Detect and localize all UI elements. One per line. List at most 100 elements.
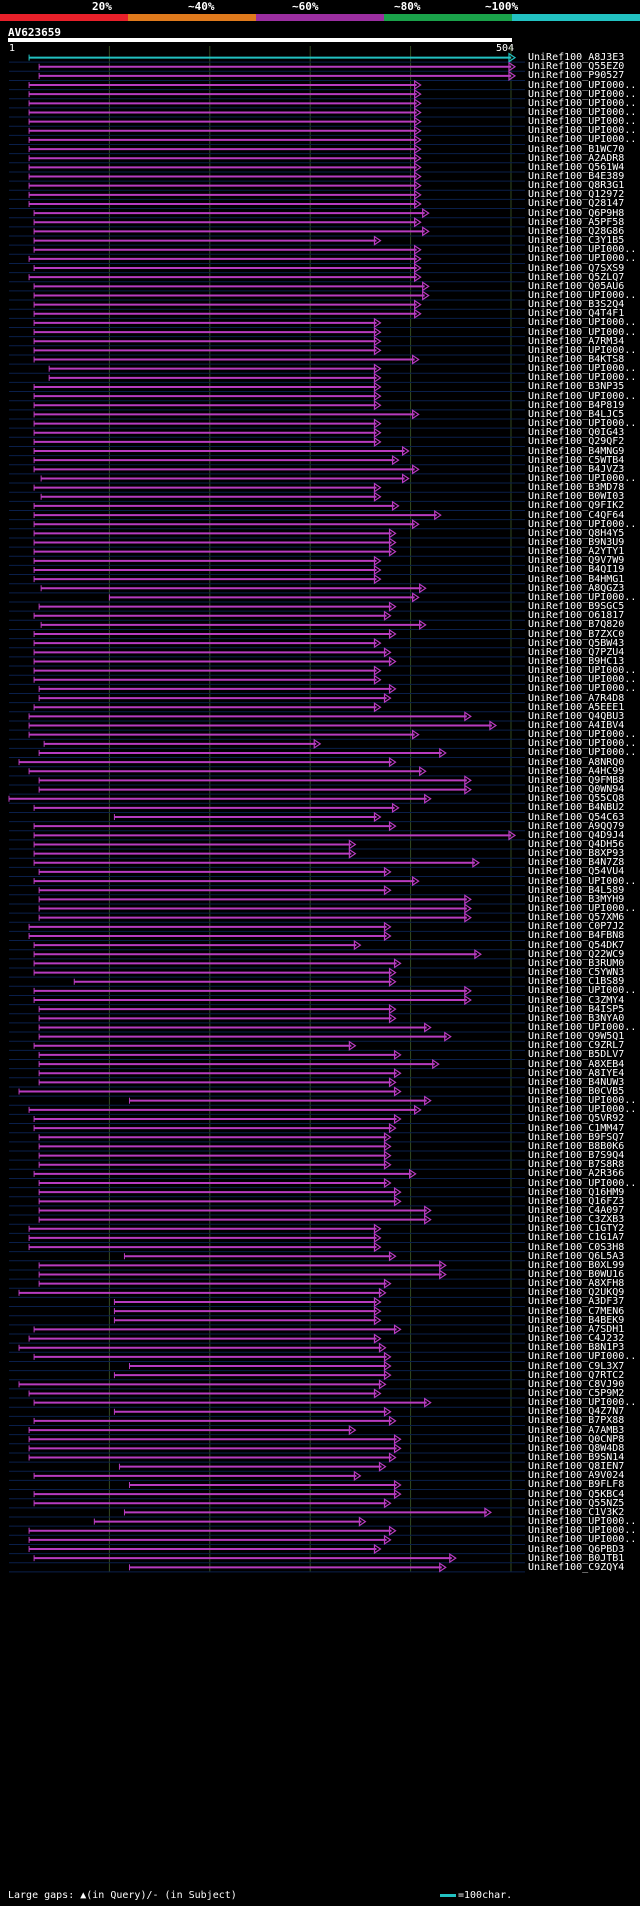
hit-bar[interactable] xyxy=(128,1360,392,1372)
hit-bar[interactable] xyxy=(28,1534,392,1546)
hit-bar[interactable] xyxy=(33,628,397,640)
hit-bar[interactable] xyxy=(38,894,472,905)
hit-bar[interactable] xyxy=(33,381,382,393)
hit-bar[interactable] xyxy=(28,180,422,191)
hit-bar[interactable] xyxy=(33,967,397,978)
hit-bar[interactable] xyxy=(38,1150,392,1161)
hit-bar[interactable] xyxy=(33,1415,397,1427)
hit-bar[interactable] xyxy=(48,372,382,383)
hit-bar[interactable] xyxy=(38,1196,402,1207)
hit-bar[interactable] xyxy=(33,317,382,329)
hit-bar[interactable] xyxy=(28,1434,402,1445)
hit-bar[interactable] xyxy=(38,1159,392,1170)
hit-bar[interactable] xyxy=(38,1077,397,1088)
hit-bar[interactable] xyxy=(38,885,392,896)
hit-bar[interactable] xyxy=(33,1397,432,1408)
hit-bar[interactable] xyxy=(38,784,472,795)
hit-bar[interactable] xyxy=(38,1177,392,1189)
hit-bar[interactable] xyxy=(28,1424,357,1436)
hit-bar[interactable] xyxy=(73,976,397,987)
hit-bar[interactable] xyxy=(33,345,382,356)
hit-bar[interactable] xyxy=(33,839,357,850)
hit-bar[interactable] xyxy=(28,1223,382,1234)
hit-bar[interactable] xyxy=(28,79,422,91)
hit-bar[interactable] xyxy=(28,1232,382,1244)
hit-bar[interactable] xyxy=(38,61,517,72)
hit-bar[interactable] xyxy=(128,1479,402,1491)
hit-bar[interactable] xyxy=(33,445,410,457)
hit-bar[interactable] xyxy=(33,574,382,585)
hit-bar[interactable] xyxy=(33,1324,402,1335)
hit-bar[interactable] xyxy=(28,125,422,136)
hit-bar[interactable] xyxy=(28,930,392,942)
hit-bar[interactable] xyxy=(28,1525,397,1536)
hit-bar[interactable] xyxy=(33,555,382,566)
hit-bar[interactable] xyxy=(128,1095,432,1106)
hit-bar[interactable] xyxy=(28,272,422,283)
hit-bar[interactable] xyxy=(38,1068,402,1079)
hit-bar[interactable] xyxy=(28,143,422,155)
hit-bar[interactable] xyxy=(48,363,382,374)
hit-bar[interactable] xyxy=(33,647,392,658)
hit-bar[interactable] xyxy=(33,455,400,466)
hit-bar[interactable] xyxy=(38,1004,397,1015)
hit-bar[interactable] xyxy=(123,1507,492,1518)
hit-bar[interactable] xyxy=(33,281,430,292)
hit-bar[interactable] xyxy=(28,198,422,210)
hit-bar[interactable] xyxy=(33,1351,392,1363)
hit-bar[interactable] xyxy=(38,1260,447,1271)
hit-bar[interactable] xyxy=(33,949,482,960)
hit-bar[interactable] xyxy=(113,1370,392,1381)
hit-bar[interactable] xyxy=(28,711,472,722)
hit-bar[interactable] xyxy=(40,619,427,630)
hit-bar[interactable] xyxy=(33,418,382,429)
hit-bar[interactable] xyxy=(18,1086,402,1097)
hit-bar[interactable] xyxy=(33,564,382,576)
hit-bar[interactable] xyxy=(93,1516,367,1527)
hit-bar[interactable] xyxy=(108,592,420,603)
hit-bar[interactable] xyxy=(33,528,397,539)
hit-bar[interactable] xyxy=(33,217,422,228)
hit-bar[interactable] xyxy=(33,391,382,402)
hit-bar[interactable] xyxy=(38,70,517,81)
hit-bar[interactable] xyxy=(33,656,397,667)
hit-bar[interactable] xyxy=(28,171,422,182)
hit-bar[interactable] xyxy=(118,1461,387,1472)
hit-bar[interactable] xyxy=(28,52,517,63)
hit-bar[interactable] xyxy=(33,400,382,411)
hit-bar[interactable] xyxy=(33,857,480,868)
hit-bar[interactable] xyxy=(33,848,357,859)
hit-bar[interactable] xyxy=(33,940,362,951)
hit-bar[interactable] xyxy=(113,811,382,823)
hit-bar[interactable] xyxy=(33,546,397,557)
hit-bar[interactable] xyxy=(33,436,382,447)
hit-bar[interactable] xyxy=(33,875,420,887)
hit-bar[interactable] xyxy=(33,830,517,841)
hit-bar[interactable] xyxy=(28,253,422,264)
hit-bar[interactable] xyxy=(33,509,442,521)
hit-bar[interactable] xyxy=(28,1443,402,1454)
hit-bar[interactable] xyxy=(28,1452,397,1463)
hit-bar[interactable] xyxy=(38,1013,397,1024)
hit-bar[interactable] xyxy=(33,226,430,237)
hit-bar[interactable] xyxy=(33,500,400,512)
hit-bar[interactable] xyxy=(40,491,382,502)
hit-bar[interactable] xyxy=(33,674,382,685)
hit-bar[interactable] xyxy=(33,244,422,255)
hit-bar[interactable] xyxy=(33,299,422,310)
hit-bar[interactable] xyxy=(38,1022,432,1033)
hit-bar[interactable] xyxy=(38,1058,440,1070)
hit-bar[interactable] xyxy=(43,738,322,749)
hit-bar[interactable] xyxy=(33,610,392,621)
hit-bar[interactable] xyxy=(18,757,397,768)
hit-bar[interactable] xyxy=(33,482,382,493)
hit-bar[interactable] xyxy=(33,1168,417,1180)
hit-bar[interactable] xyxy=(28,766,427,777)
hit-bar[interactable] xyxy=(38,1269,447,1280)
hit-bar[interactable] xyxy=(28,1104,422,1115)
hit-bar[interactable] xyxy=(28,162,422,173)
hit-bar[interactable] xyxy=(33,262,422,274)
hit-bar[interactable] xyxy=(38,1141,392,1152)
hit-bar[interactable] xyxy=(38,912,472,923)
hit-bar[interactable] xyxy=(28,107,422,118)
